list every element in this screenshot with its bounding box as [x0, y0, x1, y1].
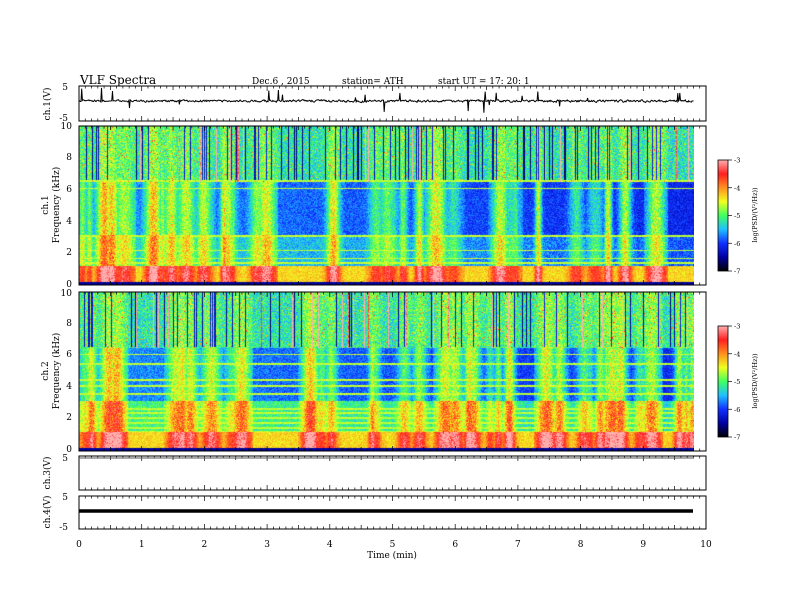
time-tick-label: 1: [139, 540, 145, 550]
colorbar-tick-label: -4: [734, 350, 740, 358]
ch1-ytick-8: 8: [66, 153, 72, 163]
date-label: Dec.6 , 2015: [252, 77, 310, 87]
ch1-ytick-4: 4: [66, 217, 72, 227]
ch1-ytick-6: 6: [66, 185, 72, 195]
ch1-colorbar-gradient: [718, 160, 728, 271]
colorbar-tick-label: -7: [734, 434, 740, 442]
time-tick-label: 0: [76, 540, 82, 550]
time-tick-label: 8: [578, 540, 584, 550]
time-tick-label: 4: [327, 540, 333, 550]
time-tick-label: 3: [264, 540, 270, 550]
ch4-waveform-panel: 5 -5 ch.4(V): [42, 493, 707, 533]
ch4-ytick-neg5: -5: [59, 523, 68, 533]
colorbar-tick-label: -5: [734, 378, 740, 386]
figure-title: VLF Spectra: [79, 73, 156, 87]
time-tick-label: 10: [700, 540, 712, 550]
station-label: station= ATH: [342, 77, 404, 87]
ch1-ylabel-frequency: Frequency (kHz): [51, 167, 62, 244]
ch2-ytick-8: 8: [66, 319, 72, 329]
ch2-frequency-ticks: 0 2 4 6 8 10: [61, 289, 73, 455]
time-tick-label: 5: [390, 540, 396, 550]
ch1-colorbar-label: log(PSD/(V²/Hz)): [751, 187, 759, 243]
colorbar-tick-label: -7: [734, 268, 740, 276]
ch2-colorbar: -3 -4 -5 -6 -7 log(PSD/(V²/Hz)): [717, 323, 759, 442]
ch4-ytick-5: 5: [62, 493, 68, 503]
ch1-ylabel: ch.1(V): [42, 88, 53, 121]
colorbar-tick-label: -4: [734, 184, 740, 192]
time-axis-label: Time (min): [367, 550, 417, 561]
ch2-ylabel-channel: ch.2: [41, 361, 51, 380]
ch2-colorbar-label: log(PSD/(V²/Hz)): [751, 353, 759, 409]
time-tick-label: 6: [452, 540, 458, 550]
ch2-ytick-10: 10: [61, 289, 73, 299]
ch1-ytick-5: 5: [62, 83, 68, 93]
ch1-ytick-10: 10: [61, 122, 73, 132]
time-tick-label: 9: [640, 540, 646, 550]
ch1-ytick-neg5: -5: [59, 114, 68, 124]
ch2-ytick-2: 2: [66, 413, 72, 423]
ch2-ytick-6: 6: [66, 350, 72, 360]
colorbar-tick-label: -3: [734, 157, 740, 165]
ch3-ylabel: ch.3(V): [42, 457, 53, 490]
colorbar-tick-label: -3: [734, 323, 740, 331]
colorbar-tick-label: -6: [734, 240, 740, 248]
time-tick-label: 7: [515, 540, 521, 550]
time-tick-label: 2: [202, 540, 208, 550]
ch2-ytick-4: 4: [66, 382, 72, 392]
ch1-spectrogram-image: [79, 126, 694, 285]
ch2-ylabel-frequency: Frequency (kHz): [51, 333, 62, 410]
ch2-spectrogram-panel: 0 2 4 6 8 10 ch.2 Frequency (kHz): [41, 289, 707, 455]
ch3-waveform-panel: 5 ch.3(V): [42, 454, 707, 491]
ch2-spectrogram-image: [79, 292, 694, 451]
ch1-spectrogram-panel: 0 2 4 6 8 10 ch.1 Frequency (kHz): [41, 122, 707, 290]
ch4-ylabel: ch.4(V): [42, 496, 53, 529]
ch1-ylabel-channel: ch.1: [41, 195, 51, 214]
ch3-ytick-5: 5: [62, 454, 68, 464]
ch2-colorbar-gradient: [718, 326, 728, 437]
time-axis-tick-labels: 0 1 2 3 4 5 6 7 8 9 10: [76, 540, 712, 550]
start-time-label: start UT = 17: 20: 1: [438, 77, 530, 87]
ch1-frequency-ticks: 0 2 4 6 8 10: [61, 122, 73, 290]
ch2-ytick-0: 0: [66, 445, 72, 455]
colorbar-tick-label: -6: [734, 406, 740, 414]
ch1-colorbar: -3 -4 -5 -6 -7 log(PSD/(V²/Hz)): [717, 157, 759, 276]
ch1-ytick-0: 0: [66, 280, 72, 290]
ch1-waveform-trace: [78, 87, 694, 113]
ch1-waveform-panel: 5 -5 ch.1(V): [42, 83, 707, 124]
colorbar-tick-label: -5: [734, 212, 740, 220]
ch1-ytick-2: 2: [66, 248, 72, 258]
